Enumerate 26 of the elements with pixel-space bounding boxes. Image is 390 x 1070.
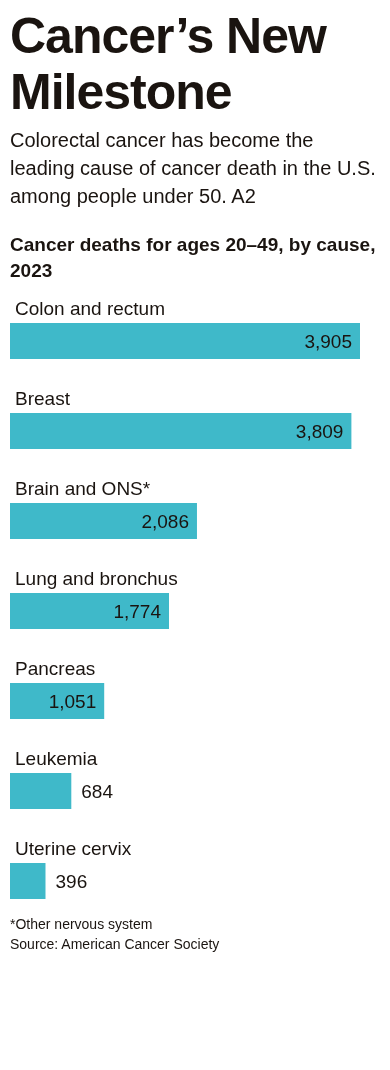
source-note: Source: American Cancer Society: [10, 935, 221, 954]
data-label: 684: [81, 781, 114, 802]
data-label: 1,774: [113, 601, 162, 622]
y-tick-label: Lung and bronchus: [15, 568, 178, 589]
data-label: 396: [55, 871, 88, 892]
data-label: 1,051: [48, 691, 97, 712]
bar: [10, 773, 72, 809]
y-tick-label: Brain and ONS*: [15, 478, 151, 499]
bar: [10, 863, 46, 899]
bar: [10, 323, 360, 359]
y-tick-label: Colon and rectum: [15, 298, 165, 319]
y-tick-label: Breast: [15, 388, 71, 409]
annotation: Cancer deaths for ages 20–49, by cause, 2023: [10, 233, 377, 283]
y-tick-label: Pancreas: [15, 658, 96, 679]
bar: [10, 593, 169, 629]
chart-title: Cancer’s New Milestone: [10, 8, 328, 120]
data-label: 2,086: [141, 511, 189, 532]
text: *Other nervous system: [10, 915, 154, 934]
bar: [10, 683, 105, 719]
data-label: 3,905: [304, 331, 352, 352]
bar: [10, 503, 197, 539]
data-label: 3,809: [295, 421, 344, 442]
bar: [10, 413, 352, 449]
y-tick-label: Leukemia: [15, 748, 98, 769]
y-tick-label: Uterine cervix: [15, 838, 132, 859]
chart-subtitle: Colorectal cancer has become the leading cause of cancer death in the U.S. among people under 50. A2: [10, 128, 377, 209]
